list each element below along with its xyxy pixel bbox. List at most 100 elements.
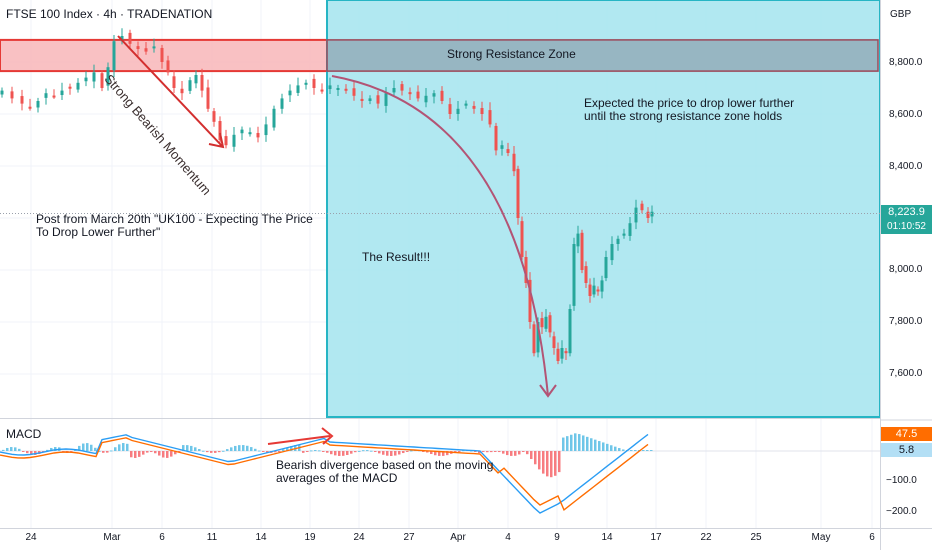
macd-histogram-bar: [278, 451, 281, 452]
macd-histogram-bar: [526, 451, 529, 455]
expectation-line-2: until the strong resistance zone holds: [584, 109, 783, 123]
macd-histogram-bar: [630, 450, 633, 451]
candle-body: [76, 82, 80, 90]
macd-layer: [0, 427, 880, 514]
divergence-arrow-line: [267, 435, 331, 445]
candle-body: [200, 75, 204, 91]
macd-histogram-bar: [542, 451, 545, 474]
macd-histogram-bar: [602, 442, 605, 451]
candle-body: [84, 77, 88, 82]
time-tick: 6: [159, 532, 165, 543]
candle-body: [206, 87, 210, 109]
macd-line-value: 5.8: [881, 443, 932, 457]
time-tick: 19: [304, 532, 316, 543]
macd-histogram-bar: [90, 444, 93, 451]
macd-histogram-bar: [22, 451, 25, 452]
price-tick: 8,000.0: [889, 264, 923, 275]
candle-body: [634, 207, 638, 223]
candle-body: [488, 110, 492, 125]
candle-body: [392, 88, 396, 93]
divergence-arrow-head: [321, 427, 334, 445]
candle-body: [336, 88, 340, 90]
macd-histogram-bar: [406, 451, 409, 452]
macd-histogram-bar: [402, 451, 405, 454]
candle-body: [584, 266, 588, 283]
macd-signal-value: 47.5: [881, 427, 932, 441]
candle-body: [524, 257, 528, 283]
candle-body: [512, 153, 516, 172]
macd-histogram-bar: [254, 448, 257, 451]
macd-histogram-bar: [150, 451, 153, 453]
macd-histogram-bar: [618, 448, 621, 451]
macd-histogram-bar: [242, 445, 245, 451]
macd-histogram-bar: [498, 451, 501, 453]
candle-body: [100, 73, 104, 88]
macd-line: [0, 433, 649, 514]
macd-histogram-bar: [70, 451, 73, 452]
macd-histogram-bar: [102, 451, 105, 453]
macd-histogram-bar: [350, 451, 353, 454]
macd-histogram-bar: [610, 445, 613, 451]
macd-histogram-bar: [410, 450, 413, 452]
candle-body: [506, 149, 510, 153]
macd-histogram-bar: [522, 451, 525, 452]
macd-histogram-bar: [318, 450, 321, 452]
result-label: The Result!!!: [362, 250, 431, 264]
macd-histogram-bar: [6, 447, 9, 451]
candle-body: [604, 257, 608, 279]
macd-histogram-bar: [78, 445, 81, 451]
macd-histogram-bar: [18, 448, 21, 451]
candle-body: [440, 90, 444, 101]
post-note: Post from March 20th "UK100 - Expecting …: [36, 213, 313, 239]
macd-histogram-bar: [138, 451, 141, 457]
signal-line: [0, 437, 649, 512]
candle-body: [576, 233, 580, 247]
divergence-line-1: Bearish divergence based on the moving: [276, 458, 494, 472]
macd-histogram-bar: [362, 450, 365, 452]
result-arc: [331, 75, 549, 397]
macd-histogram-bar: [162, 451, 165, 458]
candle-body: [528, 279, 532, 322]
candle-body: [264, 124, 268, 136]
candle-body: [640, 203, 644, 211]
macd-histogram-bar: [234, 445, 237, 451]
candle-body: [622, 233, 626, 236]
expectation-line-1: Expected the price to drop lower further: [584, 96, 795, 110]
candle-body: [500, 145, 504, 149]
time-tick: 9: [554, 532, 560, 543]
macd-histogram-bar: [558, 451, 561, 473]
candle-body: [564, 351, 568, 354]
macd-histogram-bar: [442, 451, 445, 456]
macd-histogram-bar: [46, 449, 49, 451]
candle-body: [448, 104, 452, 114]
candle-body: [610, 244, 614, 261]
time-tick: Mar: [103, 532, 121, 543]
macd-histogram-bar: [202, 450, 205, 452]
macd-histogram-bar: [598, 441, 601, 451]
candle-body: [424, 95, 428, 103]
time-tick: 22: [700, 532, 712, 543]
candle-body: [304, 82, 308, 85]
candle-body: [540, 318, 544, 328]
candle-body: [28, 106, 32, 109]
macd-histogram-bar: [290, 446, 293, 451]
macd-histogram-bar: [358, 450, 361, 452]
macd-histogram-bar: [170, 451, 173, 457]
candle-body: [544, 316, 548, 329]
candle-body: [128, 32, 132, 44]
candle-body: [320, 89, 324, 92]
candle-body: [472, 105, 476, 109]
candle-body: [560, 348, 564, 359]
macd-histogram-bar: [366, 450, 369, 452]
candle-body: [494, 125, 498, 151]
macd-histogram-bar: [458, 451, 461, 452]
macd-histogram-bar: [302, 451, 305, 453]
candle-body: [172, 76, 176, 88]
macd-histogram-bar: [566, 436, 569, 451]
macd-histogram-bar: [250, 447, 253, 451]
macd-histogram-bar: [354, 451, 357, 453]
time-tick: 24: [353, 532, 365, 543]
price-tick: 7,600.0: [889, 368, 923, 379]
candle-body: [256, 132, 260, 138]
macd-histogram-bar: [190, 445, 193, 451]
